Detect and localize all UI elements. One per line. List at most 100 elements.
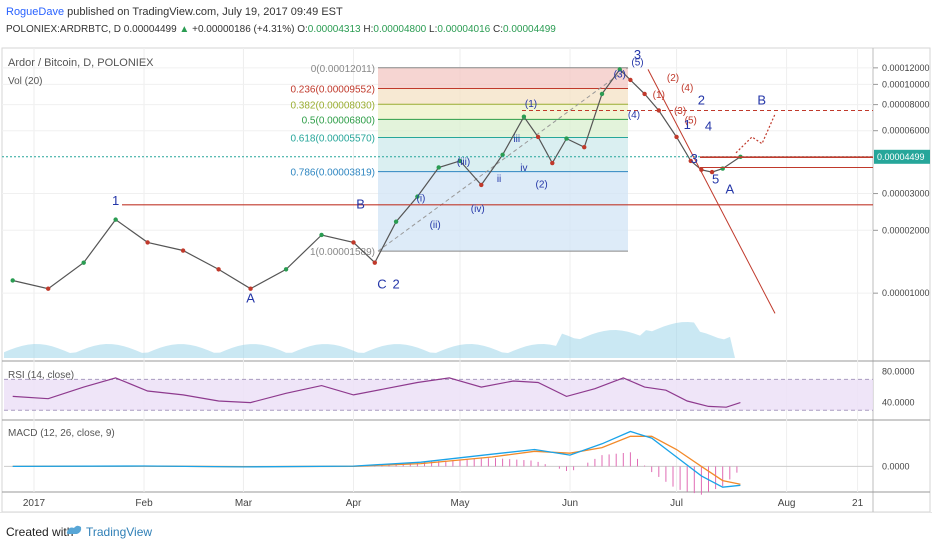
price-point <box>436 165 441 170</box>
trend-lines[interactable] <box>2 69 873 314</box>
close-value: 0.00004499 <box>502 24 556 35</box>
close-label: C: <box>492 24 503 35</box>
price-point <box>535 134 541 140</box>
wave-label: 1 <box>684 117 691 132</box>
price-point <box>81 260 86 265</box>
time-tick-label: Jun <box>562 498 578 509</box>
publish-line: RogueDave published on TradingView.com, … <box>6 6 343 18</box>
fib-level-label: 0.786(0.00003819) <box>290 168 375 179</box>
price-tick-label: 0.00010000 <box>882 79 930 89</box>
time-tick-label: Apr <box>346 498 362 509</box>
author-link[interactable]: RogueDave <box>6 6 65 18</box>
wave-label: (3) <box>674 106 686 117</box>
wave-label: iii <box>513 134 520 145</box>
wave-label: (3) <box>614 69 626 80</box>
volume-area <box>4 322 735 358</box>
wave-label: (5) <box>631 58 643 69</box>
rsi-indicator-label: RSI (14, close) <box>8 370 74 381</box>
volume-indicator-label: Vol (20) <box>8 76 42 87</box>
ohlc-line: POLONIEX:ARDRBTC, D 0.00004499 ▲ +0.0000… <box>6 24 556 35</box>
price-point <box>319 232 324 238</box>
price-point <box>582 145 587 150</box>
price-point <box>500 152 505 157</box>
open-label: O: <box>297 24 308 35</box>
price-axis[interactable]: 0.00012000 0.00010000 0.00008000 0.00006000… <box>873 63 930 298</box>
fib-zone <box>378 171 628 252</box>
fib-level-label: 0(0.00012011) <box>311 64 375 75</box>
time-tick-label: Mar <box>235 498 253 509</box>
time-tick-label: 21 <box>852 498 864 509</box>
rsi-line <box>12 377 741 408</box>
price-point <box>283 267 289 272</box>
wave-label: 3 <box>634 47 641 62</box>
volume-area-shape <box>4 322 735 358</box>
downtrend-line[interactable] <box>647 69 776 314</box>
created-with-text: Created with <box>6 525 74 539</box>
time-axis[interactable]: 2017 Feb Mar Apr May Jun Jul Aug 21 <box>23 498 864 509</box>
rsi-band <box>4 379 873 411</box>
price-point <box>372 260 377 265</box>
wave-label: iv <box>520 163 527 174</box>
fib-level-label: 0.382(0.00008030) <box>290 100 375 111</box>
price-line <box>12 68 741 290</box>
macd-line <box>12 430 741 488</box>
price-point <box>10 278 15 283</box>
price-point <box>642 91 647 97</box>
tradingview-brand[interactable]: TradingView <box>86 525 153 539</box>
price-point <box>521 114 527 119</box>
price-point <box>564 136 569 141</box>
wave-label: 5 <box>712 172 719 187</box>
price-point <box>46 286 51 291</box>
fibonacci-retracement[interactable]: 0(0.00012011) 0.236(0.00009552) 0.382(0.00… <box>290 64 629 258</box>
price-point <box>145 240 150 245</box>
price-point <box>113 217 118 222</box>
fib-level-label: 0.618(0.00005570) <box>290 133 375 144</box>
price-tick-label: 0.00008000 <box>882 100 930 110</box>
low-label: L: <box>429 24 438 35</box>
wave-label: 1 <box>112 193 119 208</box>
price-point <box>393 219 399 224</box>
price-point <box>351 240 356 245</box>
price-point <box>674 134 679 140</box>
wave-label: 3 <box>691 151 698 166</box>
wave-label: ii <box>497 174 501 185</box>
price-tick-label: 0.00002000 <box>882 225 930 235</box>
projected-path[interactable] <box>735 113 776 154</box>
price-tick-label: 0.00001000 <box>882 288 930 298</box>
macd-tick-label: 0.0000 <box>882 461 910 471</box>
price-point <box>415 194 420 199</box>
wave-label: (iii) <box>457 157 470 168</box>
fib-level-label: 0.236(0.00009552) <box>290 85 375 96</box>
wave-label: 4 <box>705 119 712 134</box>
fib-zone <box>378 104 628 120</box>
macd-panel: 0.0000 <box>4 430 910 495</box>
time-tick-label: May <box>451 498 470 509</box>
wave-label: (1) <box>653 90 665 101</box>
wave-label: 2 <box>698 93 705 108</box>
price-point <box>617 67 622 72</box>
price-point <box>550 160 555 166</box>
price-point <box>248 286 253 291</box>
price-series <box>10 67 743 291</box>
fib-zone <box>378 88 628 105</box>
fib-trend-line <box>377 67 629 252</box>
time-tick-label: Jul <box>670 498 683 509</box>
open-value: 0.00004313 <box>307 24 361 35</box>
wave-label: C <box>377 277 386 292</box>
time-tick-label: Feb <box>135 498 153 509</box>
time-tick-label: 2017 <box>23 498 46 509</box>
wave-label: (4) <box>681 83 693 94</box>
price-point <box>628 77 633 83</box>
tradingview-logo-icon <box>66 525 82 534</box>
time-tick-label: Aug <box>778 498 796 509</box>
wave-label: B <box>356 196 365 211</box>
high-value: 0.00004800 <box>373 24 427 35</box>
wave-label: (5) <box>685 115 697 126</box>
wave-label: A <box>725 182 734 197</box>
fib-zone <box>378 119 628 138</box>
last-price-label: 0.00004499 <box>877 152 925 162</box>
low-value: 0.00004016 <box>437 24 491 35</box>
macd-indicator-label: MACD (12, 26, close, 9) <box>8 428 115 439</box>
price-chart[interactable]: 0(0.00012011) 0.236(0.00009552) 0.382(0.00… <box>0 40 932 512</box>
